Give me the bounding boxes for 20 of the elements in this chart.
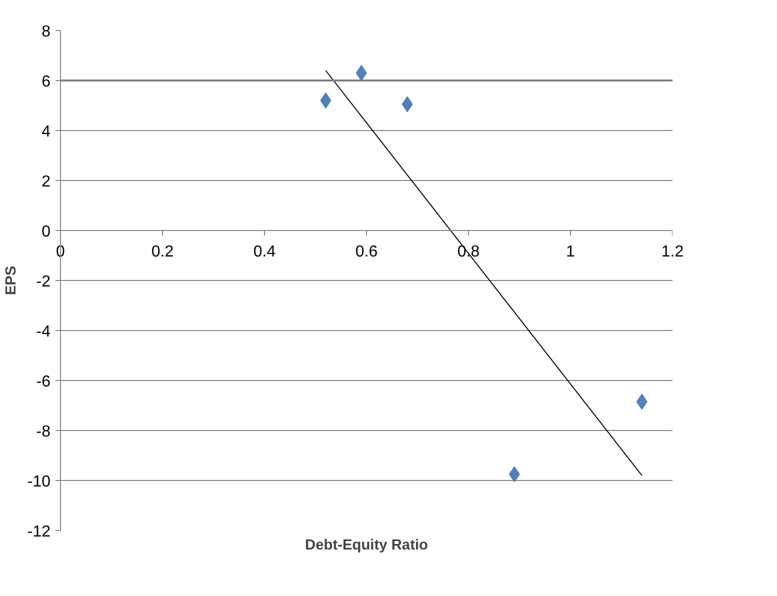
y-tick-label: 4 (42, 124, 51, 140)
y-tick-label: 6 (42, 74, 51, 90)
x-tick-label: 0.6 (355, 244, 378, 260)
point (356, 65, 367, 81)
y-axis-title: EPS (3, 266, 20, 296)
x-tick-label: 0.2 (151, 244, 174, 260)
y-tick-label: -4 (36, 324, 51, 340)
y-tick-label: 2 (42, 174, 51, 190)
x-tick-label: 1.2 (661, 244, 684, 260)
x-tick-label: 0.4 (253, 244, 276, 260)
y-tick-label: -2 (36, 274, 51, 290)
point (320, 92, 332, 108)
y-tick-label: -12 (27, 524, 51, 540)
y-tick-label: 0 (42, 224, 51, 240)
y-tick-label: -10 (27, 474, 51, 490)
y-tick-label: -6 (36, 374, 51, 390)
x-axis-title: Debt-Equity Ratio (305, 538, 428, 554)
x-tick-label: 1 (566, 244, 576, 260)
y-tick-label: -8 (36, 424, 51, 440)
y-tick-label: 8 (42, 24, 51, 40)
